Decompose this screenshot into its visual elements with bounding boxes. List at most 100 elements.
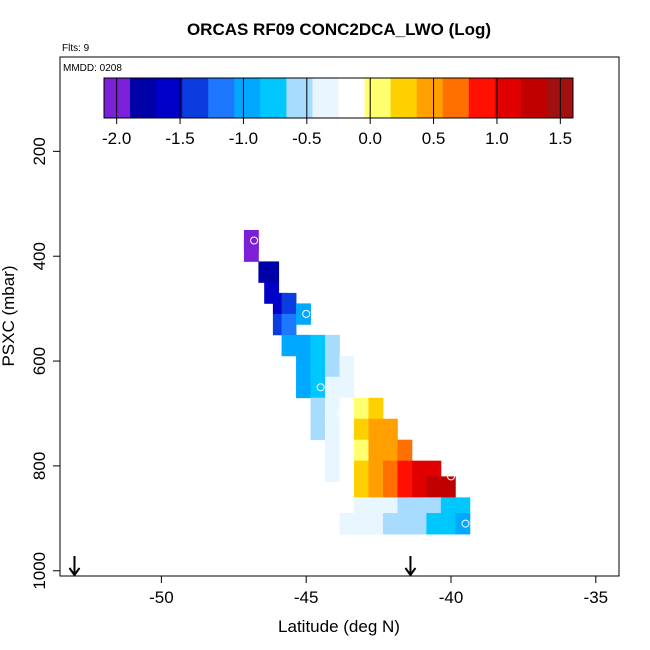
y-tick-label: 400 (30, 242, 49, 270)
arrow-head (404, 567, 417, 577)
colorbar-frame (103, 77, 574, 119)
heatmap-cell (382, 513, 398, 535)
plot-frame (59, 56, 620, 577)
colorbar-tick-label: 0.5 (422, 129, 446, 148)
heatmap-cell (325, 334, 340, 357)
heatmap-cell (310, 418, 326, 441)
heatmap-cell (325, 355, 340, 378)
colorbar-segment (520, 78, 548, 118)
colorbar-segment (130, 78, 157, 118)
colorbar-segment (416, 78, 444, 118)
heatmap-cell (339, 418, 355, 441)
date-label: MMDD: 0208 (63, 63, 122, 74)
colorbar-segment (312, 78, 339, 118)
heatmap-cell (368, 418, 384, 441)
heatmap-cell (281, 334, 297, 357)
heatmap-cell (339, 476, 355, 498)
heatmap-cell (296, 303, 311, 325)
heatmap-cell (382, 439, 398, 462)
heatmap-cell (440, 513, 456, 535)
sample-marker (336, 409, 345, 418)
heatmap-cell (353, 476, 369, 498)
colorbar-segment (208, 78, 235, 118)
colorbar-segment (442, 78, 470, 118)
heatmap-cell (353, 397, 369, 420)
colorbar-tick-label: -2.0 (102, 129, 131, 148)
heatmap-cell (296, 334, 311, 357)
x-tick-label: -35 (584, 588, 609, 607)
arrow-head (68, 567, 81, 577)
heatmap-cell (382, 476, 398, 498)
colorbar-segment (338, 78, 366, 118)
heatmap-cell (310, 397, 326, 420)
y-tick-label: 1000 (30, 552, 49, 590)
heatmap-cell (397, 513, 413, 535)
colorbar (103, 77, 574, 119)
colorbar-segment (468, 78, 496, 118)
colorbar-segment (286, 78, 313, 118)
heatmap-cell (296, 376, 311, 399)
sample-marker (302, 309, 311, 318)
colorbar-segment (364, 78, 392, 118)
sample-marker (250, 236, 259, 245)
heatmap-cell (411, 513, 427, 535)
x-tick-label: -50 (149, 588, 174, 607)
heatmap-cell (426, 476, 442, 498)
x-tick-label: -40 (439, 588, 464, 607)
flights-label: Flts: 9 (62, 43, 90, 54)
colorbar-tick-label: -1.0 (229, 129, 258, 148)
heatmap-cell (339, 513, 355, 535)
sample-markers (250, 236, 470, 528)
heatmap-cell (325, 439, 340, 462)
colorbar-ticks: -2.0 -1.5 -1.0 -0.5 0.0 0.5 1.0 1.5 (102, 78, 572, 148)
y-tick-label: 800 (30, 452, 49, 480)
heatmap-cell (411, 476, 427, 498)
x-axis-label: Latitude (deg N) (278, 617, 400, 636)
heatmap-cell (368, 513, 384, 535)
heatmap-cell (382, 418, 398, 441)
heatmap-cell (325, 418, 340, 441)
heatmap-cell (325, 397, 340, 420)
heatmap-cell (368, 439, 384, 462)
heatmap-cell (310, 334, 326, 357)
heatmap-cell (281, 292, 297, 315)
heatmap-cell (339, 397, 355, 420)
heatmap-cell (426, 513, 442, 535)
heatmap-cell (296, 355, 311, 378)
heatmap-cell (339, 355, 355, 378)
x-tick-label: -45 (294, 588, 319, 607)
heatmap-cell (310, 355, 326, 378)
heatmap-cell (353, 355, 369, 378)
colorbar-tick-label: 1.0 (485, 129, 509, 148)
y-axis-label: PSXC (mbar) (0, 265, 18, 366)
heatmap-cell (353, 376, 369, 399)
heatmap-cell (368, 476, 384, 498)
heatmap-cell (339, 376, 355, 399)
heatmap-cell (440, 476, 456, 498)
heatmap-cell (325, 376, 340, 399)
heatmap-cell (325, 460, 340, 483)
colorbar-tick-label: -0.5 (292, 129, 321, 148)
flight-arrows (68, 556, 417, 577)
sample-marker (316, 383, 325, 392)
heatmap-cell (353, 418, 369, 441)
colorbar-tick-label: 1.5 (549, 129, 573, 148)
colorbar-segment (390, 78, 418, 118)
y-tick-label: 600 (30, 347, 49, 375)
chart-title: ORCAS RF09 CONC2DCA_LWO (Log) (187, 20, 491, 39)
heatmap-cell (368, 397, 384, 420)
colorbar-segment (182, 78, 209, 118)
heatmap-cell (353, 439, 369, 462)
heatmap-cell (455, 513, 471, 535)
heatmap-cell (397, 476, 413, 498)
heatmap-cell (264, 261, 280, 283)
colorbar-segment (156, 78, 183, 118)
heatmap-cell (397, 439, 413, 462)
x-axis: -50 -45 -40 -35 (149, 576, 608, 607)
y-axis: 200 400 600 800 1000 (30, 137, 60, 590)
sample-marker (447, 472, 456, 481)
heatmap-cell (310, 376, 326, 399)
colorbar-tick-label: 0.0 (358, 129, 382, 148)
sample-marker (461, 519, 470, 528)
